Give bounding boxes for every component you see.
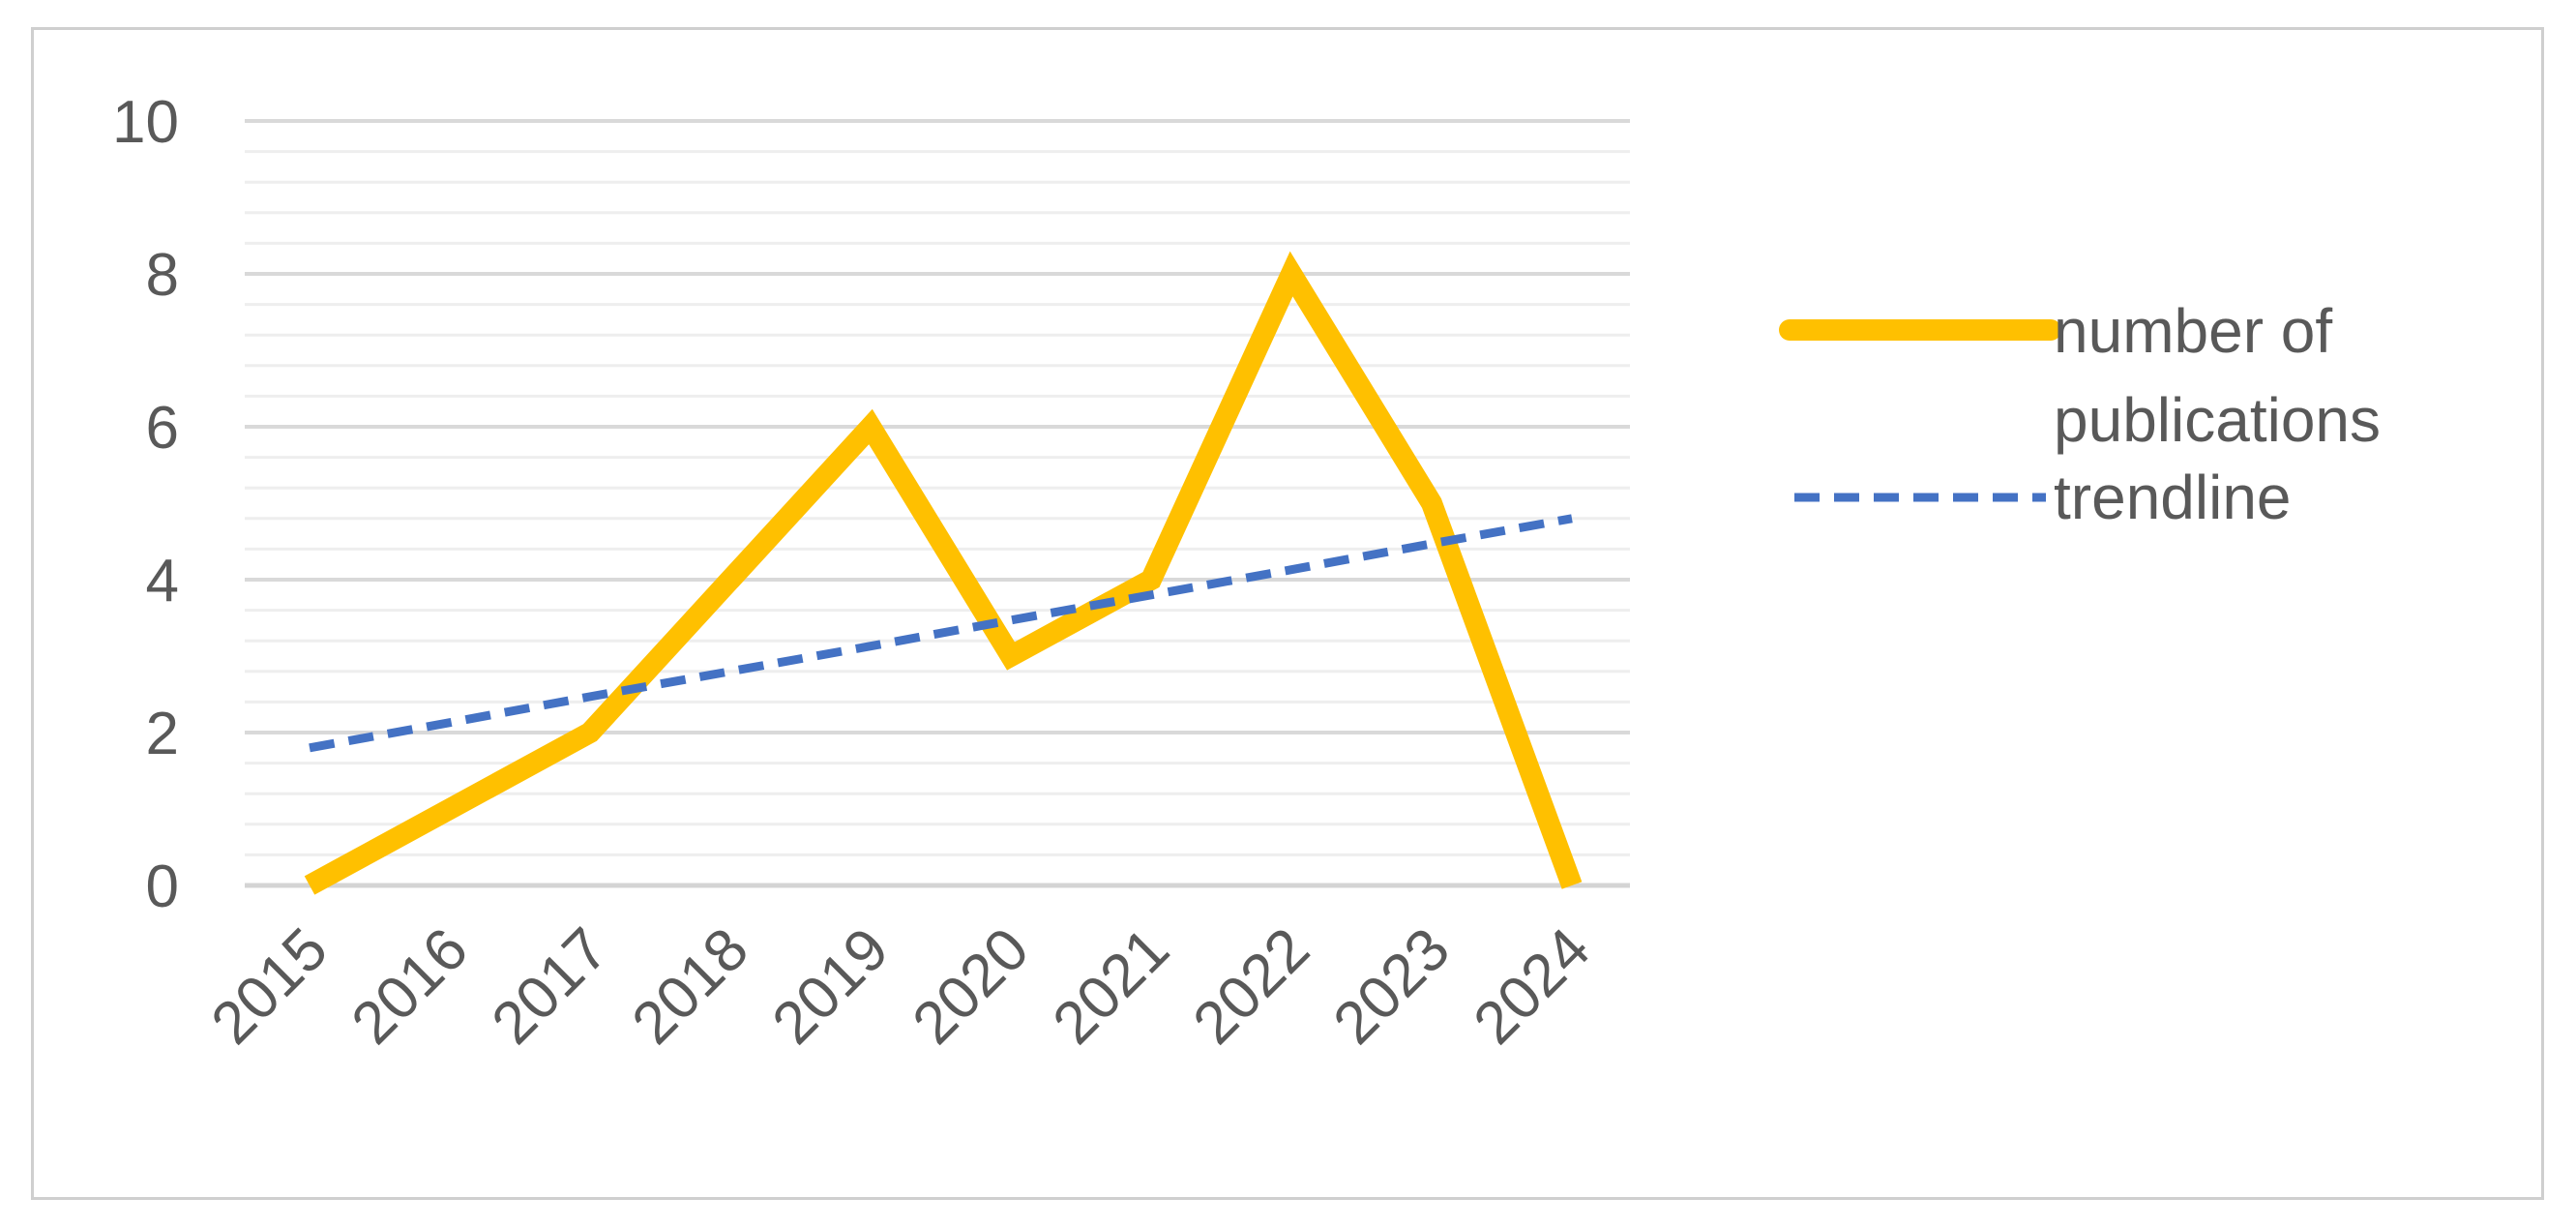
legend: number of publications trendline bbox=[1779, 296, 2381, 532]
series-line-trendline bbox=[309, 514, 1573, 753]
y-tick-label: 2 bbox=[146, 701, 179, 767]
x-tick-label: 2018 bbox=[620, 915, 761, 1057]
x-tick-label: 2022 bbox=[1181, 915, 1322, 1057]
line-chart: 0 2 4 6 8 10 20152016201720182019202020212022… bbox=[112, 89, 2381, 1057]
legend-label-trendline: trendline bbox=[2054, 463, 2292, 532]
x-tick-label: 2023 bbox=[1321, 915, 1463, 1057]
legend-label-publications-line2: publications bbox=[2054, 385, 2381, 455]
x-tick-label: 2016 bbox=[340, 915, 481, 1057]
x-tick-label: 2019 bbox=[760, 915, 902, 1057]
y-tick-label: 10 bbox=[112, 89, 179, 156]
legend-label-publications-line1: number of bbox=[2054, 296, 2332, 366]
major-gridlines bbox=[245, 119, 1630, 888]
minor-gridlines bbox=[245, 150, 1630, 856]
y-tick-label: 8 bbox=[146, 242, 179, 309]
series-line-publications bbox=[304, 251, 1583, 895]
x-tick-label: 2015 bbox=[199, 915, 341, 1057]
y-axis-tick-labels: 0 2 4 6 8 10 bbox=[112, 89, 179, 920]
series-layer bbox=[304, 251, 1583, 895]
x-tick-label: 2021 bbox=[1041, 915, 1182, 1057]
x-tick-label: 2024 bbox=[1462, 915, 1603, 1057]
y-tick-label: 6 bbox=[146, 395, 179, 462]
chart-frame: 0 2 4 6 8 10 2015 2016 2017 2018 2019 2020 2021 2022… bbox=[31, 27, 2544, 1200]
y-tick-label: 4 bbox=[146, 548, 179, 614]
x-tick-label: 2017 bbox=[480, 915, 621, 1057]
x-tick-label: 2020 bbox=[901, 915, 1042, 1057]
y-tick-label: 0 bbox=[146, 854, 179, 920]
